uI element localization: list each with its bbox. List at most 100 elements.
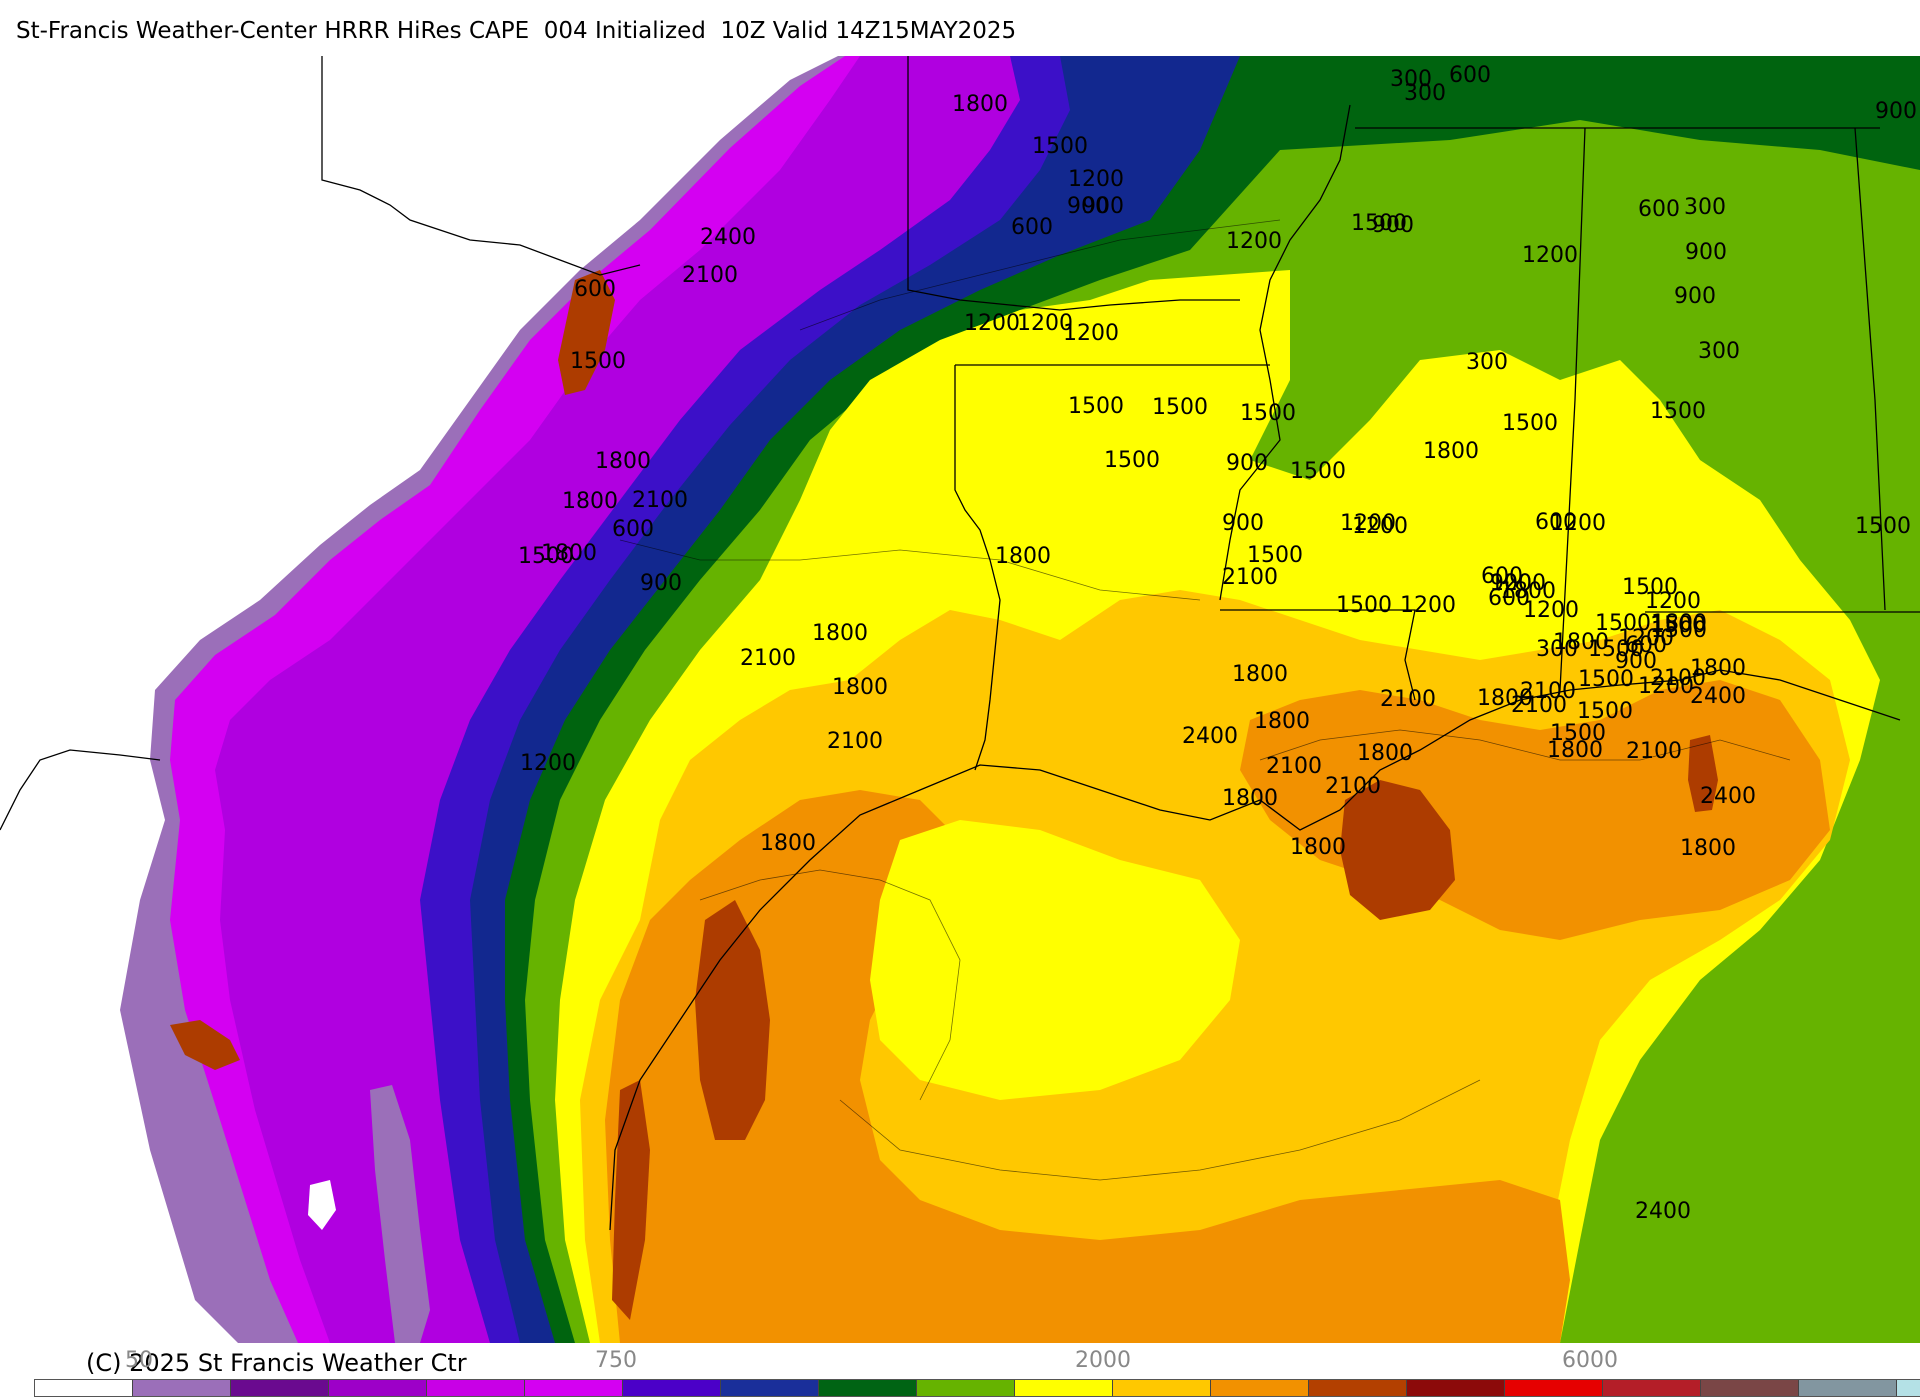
contour-label: 1500 [1032,134,1088,159]
contour-label: 1500 [1068,394,1124,419]
contour-label: 1800 [595,449,651,474]
legend-tick: 50 [125,1348,153,1373]
contour-label: 600 [1535,510,1577,535]
cape-map: 1800 1500 1200 900 600 300 600 2400 2100 900 1200 1… [0,56,1920,1343]
contour-label: 2100 [740,646,796,671]
legend-swatch [721,1380,819,1396]
legend-swatch [1113,1380,1211,1396]
contour-label: 1200 [1400,593,1456,618]
border-mexico-lower [0,749,161,831]
contour-label: 300 [1404,81,1446,106]
contour-label: 1500 [1595,611,1651,636]
contour-label: 2400 [1690,684,1746,709]
contour-label: 1800 [1690,656,1746,681]
contour-label: 1200 [1645,589,1701,614]
border-alabama-georgia [1854,127,1886,611]
contour-label: 1800 [541,541,597,566]
contour-label: 1800 [1500,579,1556,604]
contour-label: 1800 [1477,686,1533,711]
contour-label: 1200 [1550,511,1606,536]
contour-label: 600 [1625,633,1667,658]
border-mississippi-river [1219,104,1351,601]
contour-label: 1500 [1578,667,1634,692]
legend-swatch [1015,1380,1113,1396]
contour-label: 300 [1684,195,1726,220]
contour-label: 1500 [1240,401,1296,426]
legend-tick: 6000 [1562,1348,1618,1373]
contour-label: 600 [1638,197,1680,222]
legend-swatch [1701,1380,1799,1396]
contour-label: 2100 [1380,687,1436,712]
contour-label: 1800 [1357,741,1413,766]
contour-label: 2400 [1182,724,1238,749]
colorbar [34,1379,1920,1397]
band-yellow-central [870,820,1240,1100]
legend-swatch [623,1380,721,1396]
contour-label: 1800 [1553,630,1609,655]
contour-label: 2100 [1266,754,1322,779]
contour-label: 1800 [1290,835,1346,860]
band-brown-coast-south [170,1020,240,1070]
legend-swatch [525,1380,623,1396]
contour-label: 900 [1685,240,1727,265]
legend-swatch [1505,1380,1603,1396]
band-lightpurple-lagoon [370,1085,430,1343]
contour-label: 900 [640,571,682,596]
contour-label: 1200 [1618,626,1674,651]
contour-label: 1800 [1232,662,1288,687]
contour-label: 900 [1372,213,1414,238]
contour-label: 1200 [1068,167,1124,192]
contour-label: 900 [1082,194,1124,219]
contour-label: 600 [574,277,616,302]
contour-label: 2100 [827,729,883,754]
band-brown-coast-north [558,270,615,395]
map-title: St-Francis Weather-Center HRRR HiRes CAP… [16,18,1017,44]
band-brown-texas [695,900,770,1140]
contour-label: 1500 [1855,514,1911,539]
contour-label: 900 [1226,451,1268,476]
contour-label: 1500 [1502,411,1558,436]
contour-label: 1800 [1680,836,1736,861]
border-louisiana-mississippi [1220,609,1416,701]
legend-swatch [1407,1380,1505,1396]
contour-label: 1800 [812,621,868,646]
contour-label: 1500 [1247,543,1303,568]
contour-label: 1500 [1336,593,1392,618]
contour-label: 1500 [1104,448,1160,473]
legend-tick: 2000 [1075,1348,1131,1373]
contour-label: 900 [1615,649,1657,674]
band-white-island [308,1180,336,1230]
contour-label: 1500 [1650,613,1706,638]
contour-label: 2100 [1325,774,1381,799]
contour-label: 900 [1875,99,1917,124]
contour-label: 1500 [570,349,626,374]
state-borders [0,56,1920,1231]
contour-label: 1500 [1622,575,1678,600]
band-brown-texas-coast [612,1080,650,1320]
contour-label: 900 [1490,571,1532,596]
contour-label: 2100 [1520,679,1576,704]
contour-label: 1500 [1651,618,1707,643]
contour-label: 1500 [518,544,574,569]
contour-label: 600 [1481,564,1523,589]
contour-label: 1800 [995,544,1051,569]
contour-label: 1500 [1588,637,1644,662]
contour-label: 1500 [1577,699,1633,724]
contour-label: 1800 [760,831,816,856]
contour-labels: 1800150012009006003006002400210090012001… [518,63,1917,1224]
contour-label: 1200 [1226,229,1282,254]
contour-label: 600 [612,517,654,542]
contour-label: 600 [1488,586,1530,611]
contour-label: 1500 [1550,721,1606,746]
contour-label: 1200 [1523,598,1579,623]
contour-label: 900 [1674,284,1716,309]
legend-swatch [819,1380,917,1396]
contour-label: 600 [1011,215,1053,240]
contour-label: 2100 [1222,565,1278,590]
border-gulf-coast [609,669,1901,1231]
map-header: St-Francis Weather-Center HRRR HiRes CAP… [0,0,1920,56]
border-texas-east [954,365,1001,771]
contour-label: 1800 [1423,439,1479,464]
contour-label: 1500 [1290,459,1346,484]
copyright-text: (C) 2025 St Francis Weather Ctr [86,1349,467,1377]
